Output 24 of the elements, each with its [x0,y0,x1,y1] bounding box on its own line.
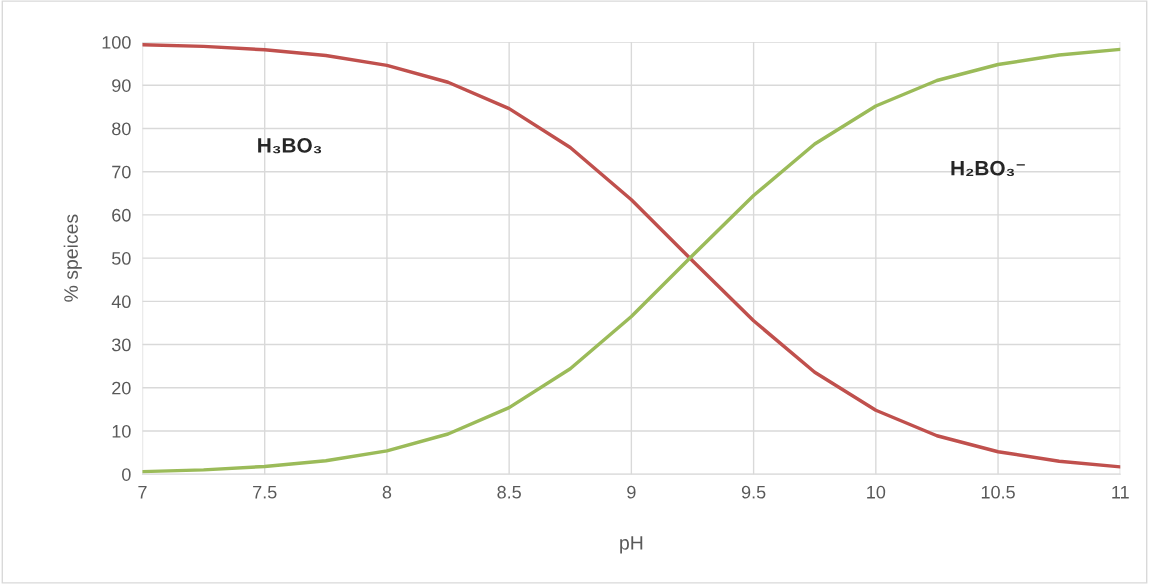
x-tick-label: 11 [1112,485,1129,499]
y-tick-label: 60 [112,208,131,222]
x-tick-label: 7 [138,485,147,499]
y-tick-label: 100 [102,35,131,49]
y-tick-label: 20 [112,381,131,395]
y-tick-label: 30 [111,338,131,352]
y-tick-label: 80 [112,122,131,136]
x-tick-label: 7.5 [253,485,277,499]
y-tick-label: 50 [112,252,131,265]
x-tick-label: 9 [627,485,636,499]
y-tick-label: 10 [112,424,131,438]
y-axis-title: % speices [63,214,82,302]
x-axis-title: pH [620,536,643,554]
annotation: H₂BO₃⁻ [951,160,1025,177]
y-tick-label: 90 [112,79,131,92]
x-tick-label: 9.5 [741,485,766,499]
y-tick-label: 0 [122,468,131,481]
y-tick-label: 70 [112,165,131,179]
x-tick-label: 8 [382,485,392,499]
x-tick-label: 10.5 [981,485,1015,499]
x-tick-label: 10 [867,485,886,499]
x-tick-label: 8.5 [497,485,521,499]
y-tick-label: 40 [111,295,131,309]
annotation: H₃BO₃ [258,138,322,154]
